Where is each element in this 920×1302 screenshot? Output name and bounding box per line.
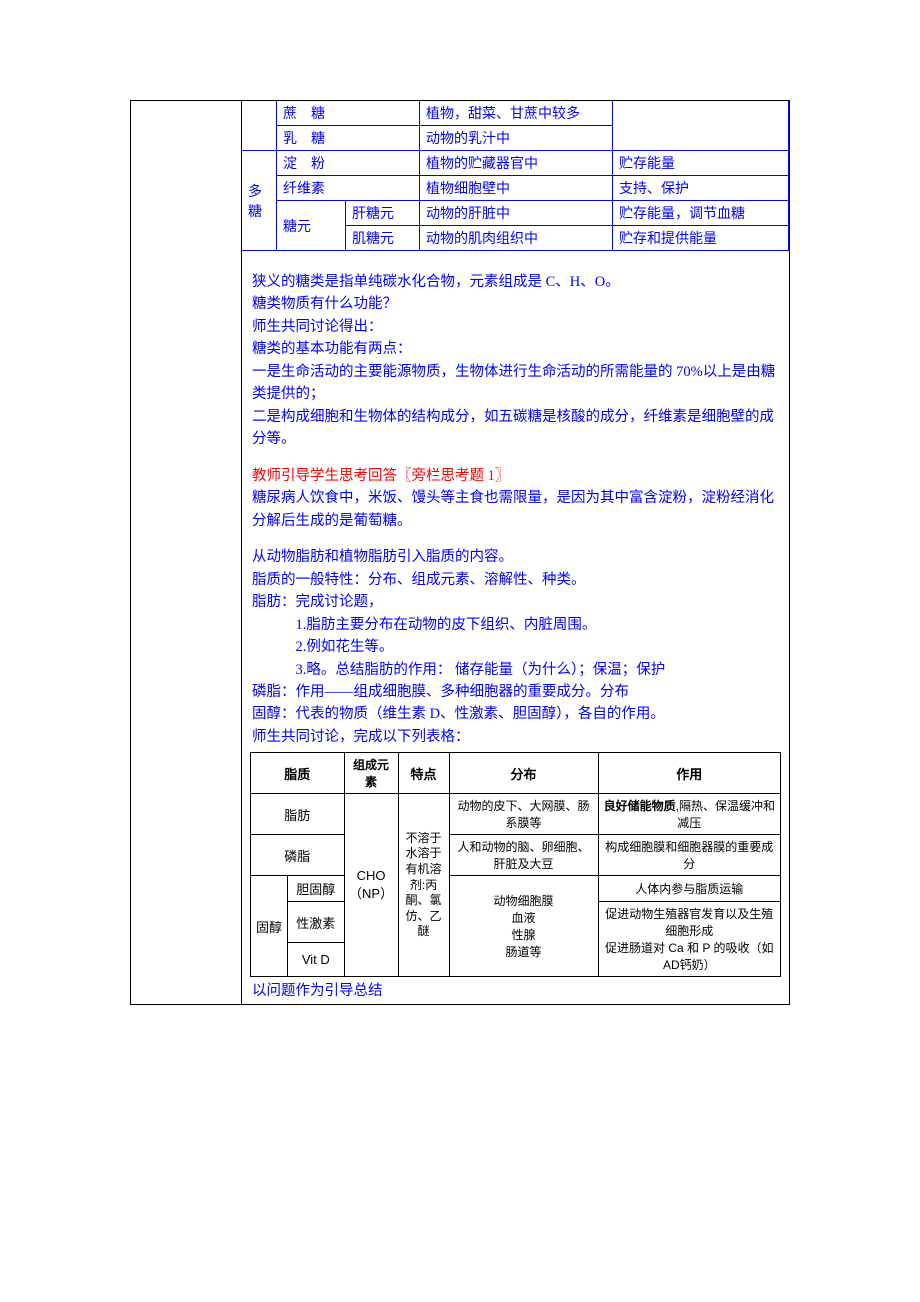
content-column: 蔗 糖 植物，甜菜、甘蔗中较多 乳 糖 动物的乳汁中 多糖 淀 粉 植物的贮藏器… (242, 101, 789, 1004)
cell-dist: 植物细胞壁中 (420, 176, 613, 201)
para: 一是生命活动的主要能源物质，生物体进行生命活动的所需能量的 70%以上是由糖类提… (252, 361, 779, 406)
cell-func: 良好储能物质,隔热、保温缓冲和减压 (598, 794, 780, 835)
lipid-table: 脂质 组成元素 特点 分布 作用 脂肪 CHO （NP） 不溶于水溶于有机溶剂:… (250, 752, 781, 977)
cell-func: 贮存能量 (613, 151, 789, 176)
cell-feature: 不溶于水溶于有机溶剂:丙酮、氯仿、乙醚 (398, 794, 449, 977)
cell-name: 性激素 (288, 902, 345, 943)
th: 分布 (449, 753, 598, 794)
para: 师生共同讨论得出： (252, 316, 779, 338)
cell-func: 促进动物生殖器官发育以及生殖细胞形成 促进肠道对 Ca 和 P 的吸收（如AD钙… (598, 902, 780, 977)
comp-main: CHO (357, 868, 386, 883)
cell-name: Vit D (288, 943, 345, 977)
comp-sub: （NP） (349, 886, 393, 901)
table-row: 磷脂 人和动物的脑、卵细胞、肝脏及大豆 构成细胞膜和细胞器膜的重要成分 (251, 835, 781, 876)
para: 糖尿病人饮食中，米饭、馒头等主食也需限量，是因为其中富含淀粉，淀粉经消化分解后生… (252, 487, 779, 532)
table-row: 脂质 组成元素 特点 分布 作用 (251, 753, 781, 794)
cell-dist: 植物，甜菜、甘蔗中较多 (420, 101, 613, 126)
para: 从动物脂肪和植物脂肪引入脂质的内容。 (252, 546, 779, 568)
cell-name: 蔗 糖 (277, 101, 420, 126)
cell-dist: 植物的贮藏器官中 (420, 151, 613, 176)
cell-dist: 动物的皮下、大网膜、肠系膜等 (449, 794, 598, 835)
th: 特点 (398, 753, 449, 794)
para: 1.脂肪主要分布在动物的皮下组织、内脏周围。 (252, 614, 779, 636)
th: 组成元素 (344, 753, 398, 794)
cell-func: 支持、保护 (613, 176, 789, 201)
rest-part: ,隔热、保温缓冲和减压 (676, 799, 775, 830)
body-text: 狭义的糖类是指单纯碳水化合物，元素组成是 C、H、O。 糖类物质有什么功能？ 师… (242, 251, 789, 752)
para: 教师引导学生思考回答〖旁栏思考题 1〗 (252, 465, 779, 487)
sugar-table: 蔗 糖 植物，甜菜、甘蔗中较多 乳 糖 动物的乳汁中 多糖 淀 粉 植物的贮藏器… (242, 101, 789, 251)
cell-sub: 肝糖元 (345, 201, 419, 226)
para: 糖类的基本功能有两点： (252, 338, 779, 360)
cell-name: 纤维素 (277, 176, 420, 201)
cell-func: 贮存能量，调节血糖 (613, 201, 789, 226)
func-line2: 促进肠道对 Ca 和 P 的吸收（如AD钙奶） (605, 941, 773, 972)
para: 脂肪：完成讨论题， (252, 591, 779, 613)
para: 糖类物质有什么功能？ (252, 293, 779, 315)
table-row: 脂肪 CHO （NP） 不溶于水溶于有机溶剂:丙酮、氯仿、乙醚 动物的皮下、大网… (251, 794, 781, 835)
cell-dist: 动物细胞膜 血液 性腺 肠道等 (449, 876, 598, 977)
cell-func (613, 101, 789, 126)
cell-name: 淀 粉 (277, 151, 420, 176)
table-row: 多糖 淀 粉 植物的贮藏器官中 贮存能量 (242, 151, 789, 176)
para: 磷脂：作用——组成细胞膜、多种细胞器的重要成分。分布 (252, 681, 779, 703)
th: 脂质 (251, 753, 345, 794)
cell-dist: 动物的肝脏中 (420, 201, 613, 226)
cell-name: 胆固醇 (288, 876, 345, 902)
page-container: 蔗 糖 植物，甜菜、甘蔗中较多 乳 糖 动物的乳汁中 多糖 淀 粉 植物的贮藏器… (130, 100, 790, 1005)
cell-sub: 肌糖元 (345, 226, 419, 251)
cell-func (613, 126, 789, 151)
cell-dist: 动物的乳汁中 (420, 126, 613, 151)
para: 师生共同讨论，完成以下列表格： (252, 726, 779, 748)
table-row: 糖元 肝糖元 动物的肝脏中 贮存能量，调节血糖 (242, 201, 789, 226)
para: 固醇：代表的物质（维生素 D、性激素、胆固醇），各自的作用。 (252, 703, 779, 725)
cell-name: 乳 糖 (277, 126, 420, 151)
cell-name: 磷脂 (251, 835, 345, 876)
para: 二是构成细胞和生物体的结构成分，如五碳糖是核酸的成分，纤维素是细胞壁的成分等。 (252, 406, 779, 451)
func-line1: 促进动物生殖器官发育以及生殖细胞形成 (605, 907, 773, 938)
para: 3.略。总结脂肪的作用： 储存能量（为什么）；保温；保护 (252, 659, 779, 681)
cell-name: 糖元 (277, 201, 346, 251)
cell-dist: 人和动物的脑、卵细胞、肝脏及大豆 (449, 835, 598, 876)
left-margin-column (131, 101, 242, 1004)
table-row: 乳 糖 动物的乳汁中 (242, 126, 789, 151)
category-label: 多糖 (242, 151, 277, 251)
cell-func: 构成细胞膜和细胞器膜的重要成分 (598, 835, 780, 876)
para: 狭义的糖类是指单纯碳水化合物，元素组成是 C、H、O。 (252, 271, 779, 293)
cell-func: 人体内参与脂质运输 (598, 876, 780, 902)
table-row: 蔗 糖 植物，甜菜、甘蔗中较多 (242, 101, 789, 126)
para: 脂质的一般特性：分布、组成元素、溶解性、种类。 (252, 569, 779, 591)
bold-part: 良好储能物质 (604, 799, 676, 813)
th: 作用 (598, 753, 780, 794)
group-label: 固醇 (251, 876, 288, 977)
cell-func: 贮存和提供能量 (613, 226, 789, 251)
cell-name: 脂肪 (251, 794, 345, 835)
table-row: 固醇 胆固醇 动物细胞膜 血液 性腺 肠道等 人体内参与脂质运输 (251, 876, 781, 902)
table-row: 纤维素 植物细胞壁中 支持、保护 (242, 176, 789, 201)
footer-text: 以问题作为引导总结 (242, 977, 789, 1004)
para: 2.例如花生等。 (252, 636, 779, 658)
cell-comp: CHO （NP） (344, 794, 398, 977)
cell-dist: 动物的肌肉组织中 (420, 226, 613, 251)
